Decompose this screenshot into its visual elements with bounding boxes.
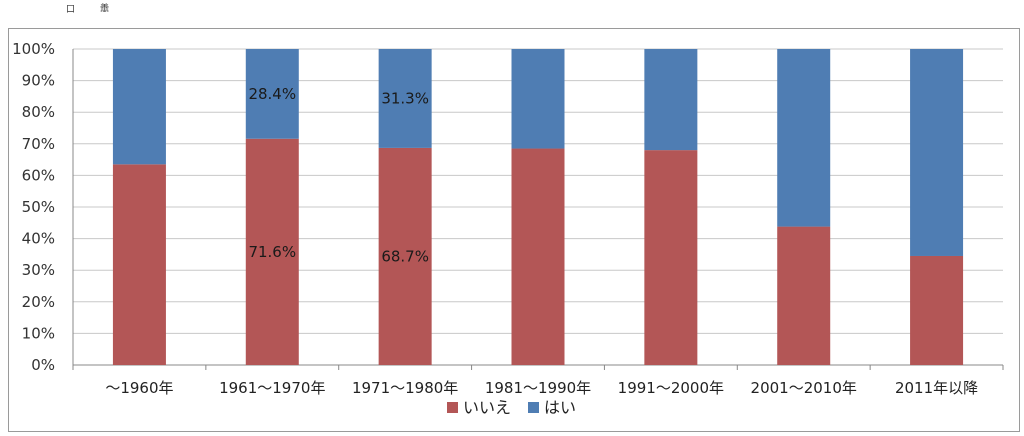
x-category-label: 1971～1980年 xyxy=(352,379,458,397)
corner-marks: 口 譱 xyxy=(66,2,126,16)
x-category-label: 2011年以降 xyxy=(895,379,978,397)
data-label: 71.6% xyxy=(248,243,296,261)
x-category-label: 2001～2010年 xyxy=(751,379,857,397)
data-label: 28.4% xyxy=(248,85,296,103)
x-category-label: ～1960年 xyxy=(105,379,173,397)
y-tick-label: 40% xyxy=(22,230,55,248)
corner-mark-right: 譱 xyxy=(100,4,110,14)
bar-segment xyxy=(112,164,166,365)
bar-segment xyxy=(644,150,698,365)
bar-segment xyxy=(511,148,565,365)
x-category-label: 1981～1990年 xyxy=(485,379,591,397)
stacked-bar-chart: 0% 10% 20% 30% 40% 50% 60% 70% 80% 90% 100% ～1960年 1… xyxy=(12,40,1004,417)
y-tick-label: 70% xyxy=(22,135,55,153)
bar-segment xyxy=(910,49,964,256)
bar-segment xyxy=(378,49,432,148)
y-tick-label: 90% xyxy=(22,72,55,90)
y-tick-label: 0% xyxy=(31,356,55,374)
y-tick-label: 30% xyxy=(22,261,55,279)
x-category-label: 1961～1970年 xyxy=(219,379,325,397)
bar-segment xyxy=(245,138,299,365)
legend-label: はい xyxy=(544,398,576,417)
bar-segment xyxy=(644,49,698,151)
y-tick-label: 20% xyxy=(22,293,55,311)
bar-segment xyxy=(112,49,166,165)
bar-segment xyxy=(511,49,565,149)
data-label: 68.7% xyxy=(381,247,429,265)
x-category-label: 1991～2000年 xyxy=(618,379,724,397)
y-tick-label: 10% xyxy=(22,324,55,342)
corner-mark-left: 口 xyxy=(66,5,76,15)
y-tick-label: 50% xyxy=(22,198,55,216)
legend-swatch xyxy=(447,402,458,413)
legend-label: いいえ xyxy=(463,398,511,417)
chart-frame: 0% 10% 20% 30% 40% 50% 60% 70% 80% 90% 100% ～1960年 1… xyxy=(8,28,1020,432)
y-tick-label: 60% xyxy=(22,166,55,184)
y-tick-label: 100% xyxy=(12,40,55,58)
data-label: 31.3% xyxy=(381,89,429,107)
bar-segment xyxy=(777,49,831,227)
legend-swatch xyxy=(528,402,539,413)
bar-segment xyxy=(910,255,964,365)
y-tick-label: 80% xyxy=(22,103,55,121)
bar-segment xyxy=(378,147,432,365)
bar-segment xyxy=(245,49,299,139)
bar-segment xyxy=(777,226,831,365)
